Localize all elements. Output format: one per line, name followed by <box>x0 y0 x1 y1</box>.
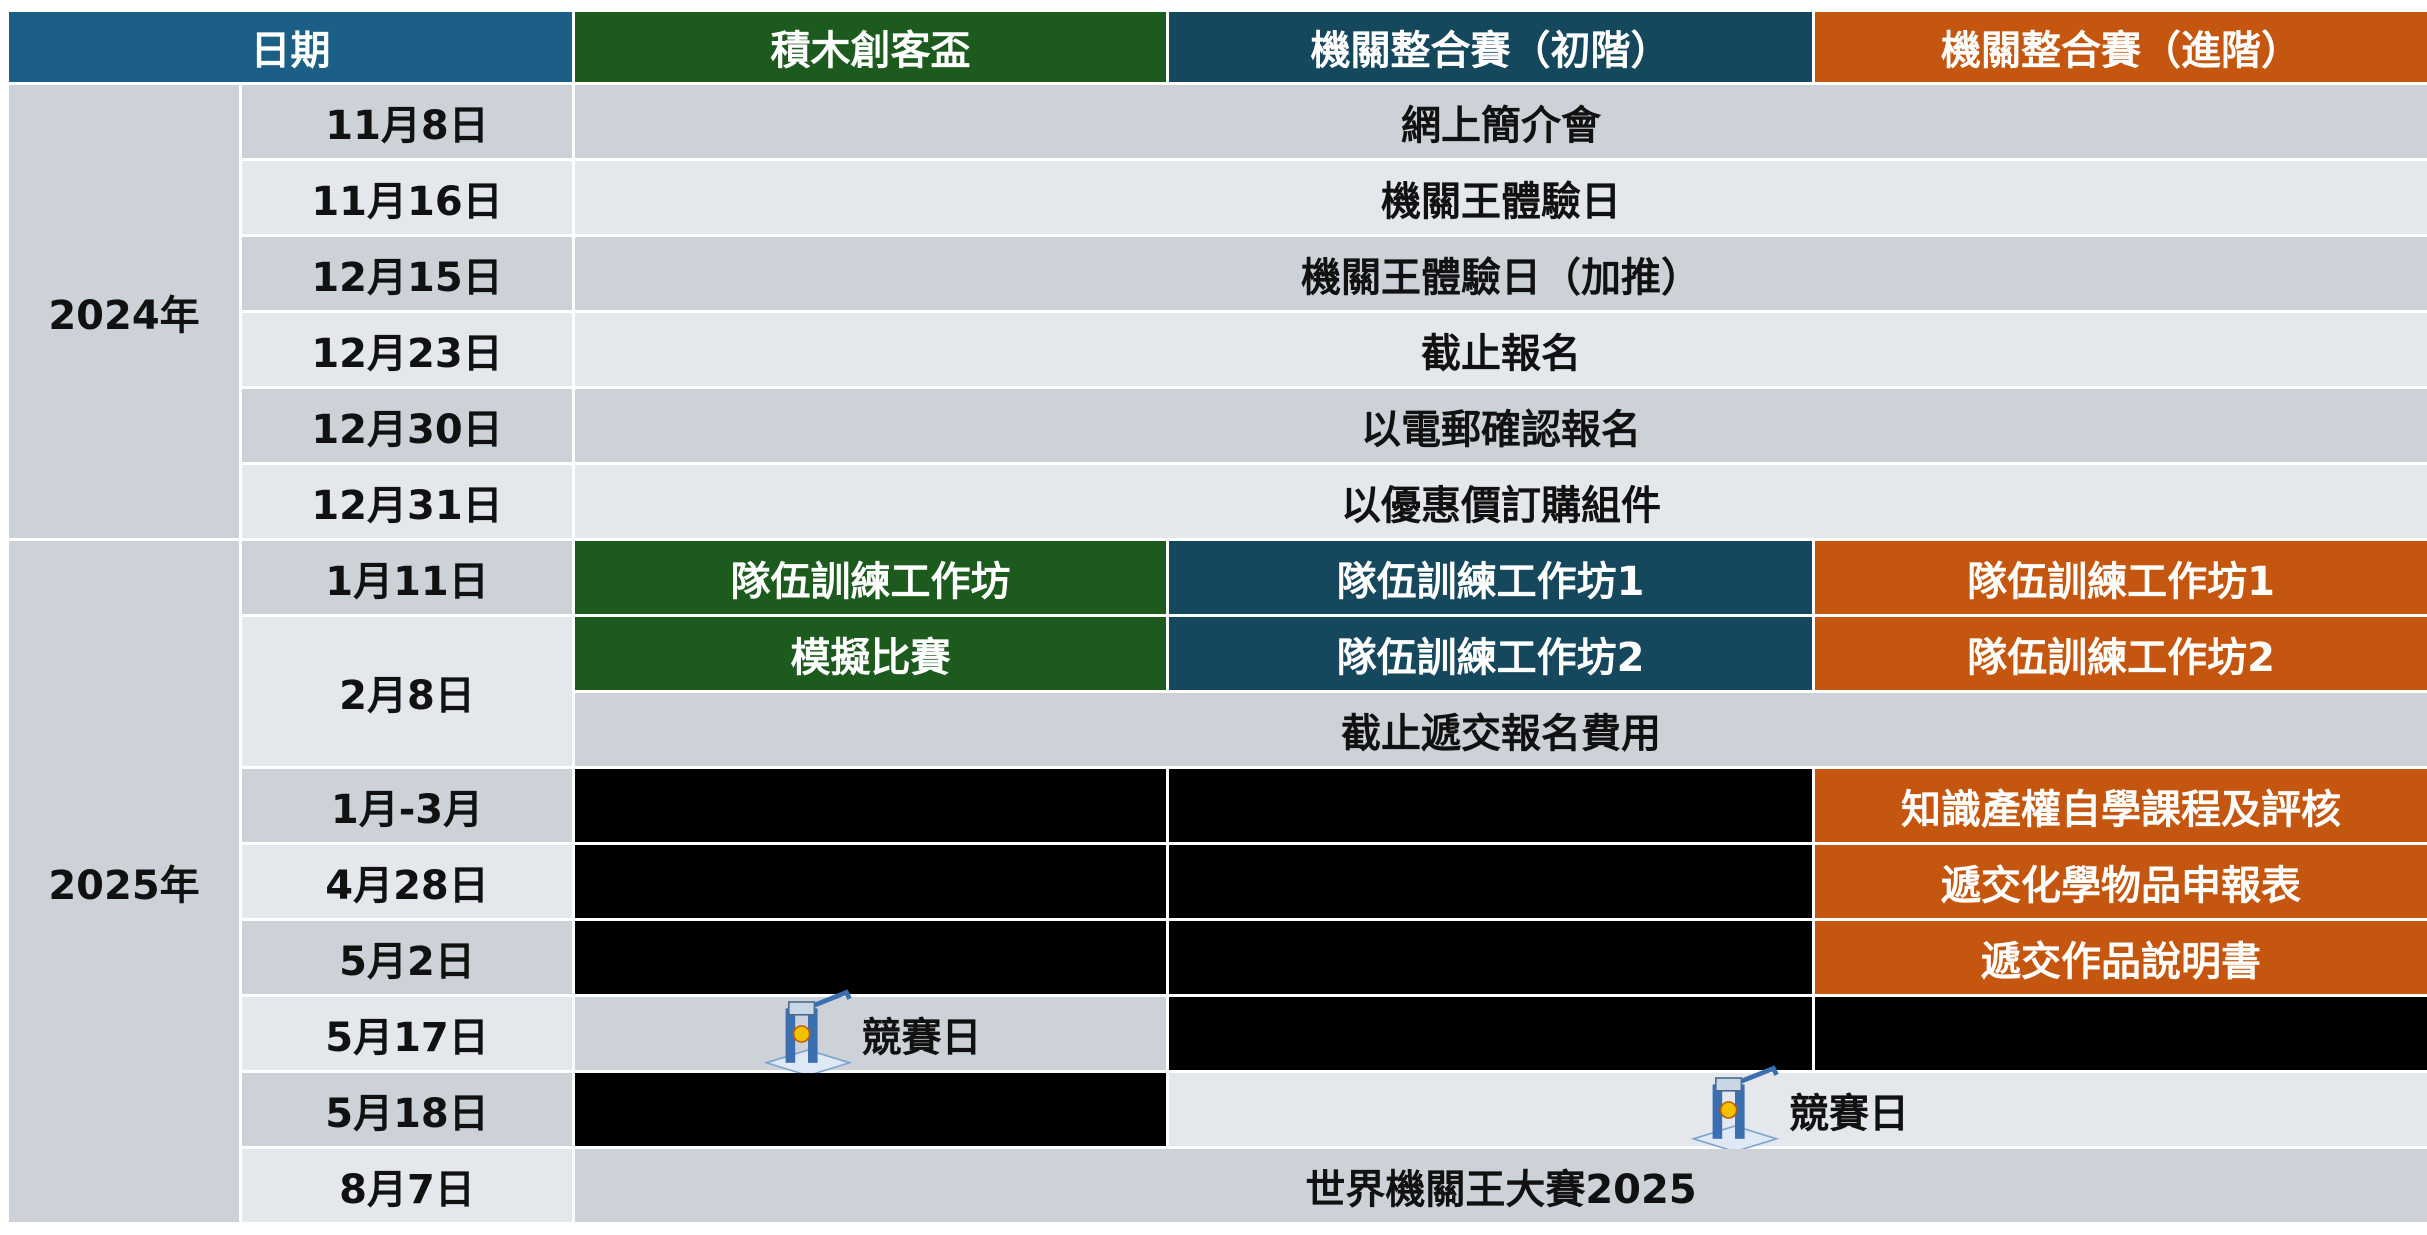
event-cell: 知識產權自學課程及評核 <box>1815 769 2427 842</box>
blank-cell <box>1169 921 1812 994</box>
event-cell: 以優惠價訂購組件 <box>575 465 2427 538</box>
event-cell: 機關王體驗日 <box>575 161 2427 234</box>
event-cell: 隊伍訓練工作坊1 <box>1169 541 1812 614</box>
crane-icon <box>1690 1064 1780 1152</box>
event-cell: 遞交化學物品申報表 <box>1815 845 2427 918</box>
blank-cell <box>575 1073 1166 1146</box>
header-cell: 積木創客盃 <box>575 12 1166 82</box>
date-cell: 11月16日 <box>242 161 572 234</box>
event-cell: 遞交作品說明書 <box>1815 921 2427 994</box>
date-cell: 2月8日 <box>242 617 572 766</box>
event-cell: 隊伍訓練工作坊2 <box>1169 617 1812 690</box>
event-cell: 隊伍訓練工作坊 <box>575 541 1166 614</box>
event-cell: 以電郵確認報名 <box>575 389 2427 462</box>
event-cell: 網上簡介會 <box>575 85 2427 158</box>
date-cell: 5月2日 <box>242 921 572 994</box>
blank-cell <box>1169 997 1812 1070</box>
blank-cell <box>575 921 1166 994</box>
event-cell: 隊伍訓練工作坊1 <box>1815 541 2427 614</box>
blank-cell <box>1815 997 2427 1070</box>
schedule-table: 日期 積木創客盃 機關整合賽（初階） 機關整合賽（進階） 2024年 2025年… <box>9 12 2427 1222</box>
header-cell: 機關整合賽（初階） <box>1169 12 1812 82</box>
date-cell: 5月18日 <box>242 1073 572 1146</box>
event-cell: 競賽日 <box>1169 1064 2427 1152</box>
blank-cell <box>575 769 1166 842</box>
header-cell: 機關整合賽（進階） <box>1815 12 2427 82</box>
date-cell: 12月30日 <box>242 389 572 462</box>
date-cell: 12月31日 <box>242 465 572 538</box>
date-cell: 1月-3月 <box>242 769 572 842</box>
event-cell: 世界機關王大賽2025 <box>575 1149 2427 1222</box>
header-cell: 日期 <box>9 12 572 82</box>
event-cell: 截止報名 <box>575 313 2427 386</box>
date-cell: 8月7日 <box>242 1149 572 1222</box>
event-cell: 模擬比賽 <box>575 617 1166 690</box>
crane-icon <box>763 988 852 1076</box>
event-cell: 機關王體驗日（加推） <box>575 237 2427 310</box>
date-cell: 12月15日 <box>242 237 572 310</box>
blank-cell <box>575 845 1166 918</box>
date-cell: 5月17日 <box>242 997 572 1070</box>
year-cell: 2025年 <box>9 541 239 1222</box>
event-cell: 截止遞交報名費用 <box>575 693 2427 766</box>
date-cell: 4月28日 <box>242 845 572 918</box>
date-cell: 1月11日 <box>242 541 572 614</box>
date-cell: 11月8日 <box>242 85 572 158</box>
event-cell: 隊伍訓練工作坊2 <box>1815 617 2427 690</box>
event-cell: 競賽日 <box>575 988 1166 1076</box>
event-text: 競賽日 <box>861 1014 982 1061</box>
date-cell: 12月23日 <box>242 313 572 386</box>
event-text: 競賽日 <box>1789 1090 1909 1137</box>
blank-cell <box>1169 769 1812 842</box>
year-cell: 2024年 <box>9 85 239 538</box>
blank-cell <box>1169 845 1812 918</box>
